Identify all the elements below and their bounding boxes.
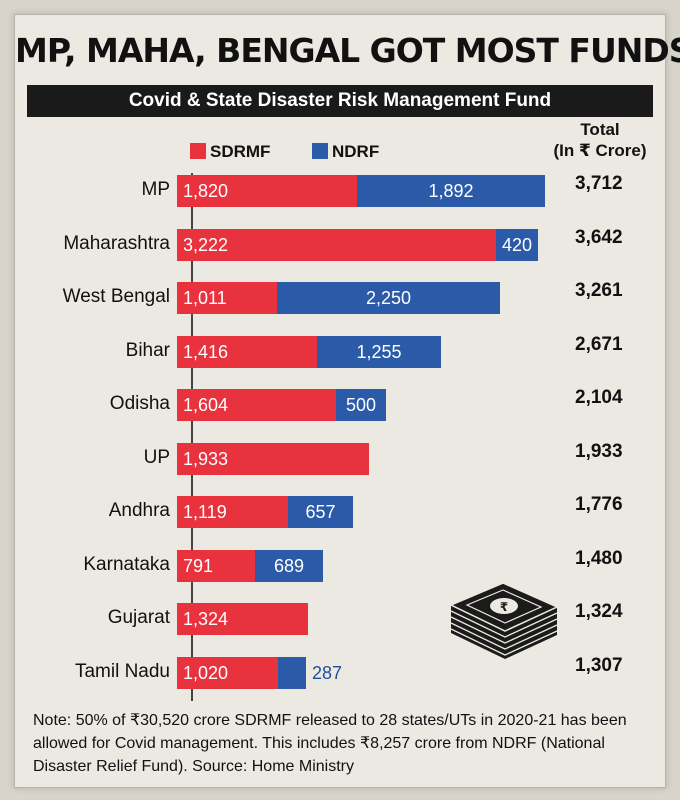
bar-sdrmf: 1,416	[177, 336, 317, 368]
cash-stack-icon: ₹	[449, 582, 559, 659]
bar-label-sdrmf: 1,933	[183, 449, 229, 469]
total-value: 1,776	[575, 494, 623, 515]
bar-label-sdrmf: 1,416	[183, 342, 229, 362]
category-label: Tamil Nadu	[74, 661, 170, 682]
category-label: Gujarat	[107, 607, 170, 628]
bar-label-ndrf: 287	[312, 663, 343, 683]
bar-ndrf: 657	[288, 496, 353, 528]
bar-ndrf: 1,892	[357, 175, 545, 207]
total-value: 3,642	[575, 227, 623, 248]
total-column-header: Total (In ₹ Crore)	[545, 119, 655, 161]
bar-sdrmf: 1,324	[177, 603, 308, 635]
total-value: 3,261	[575, 280, 623, 301]
total-value: 1,480	[575, 548, 623, 569]
bar-ndrf	[278, 657, 306, 689]
category-label: Odisha	[109, 393, 170, 414]
bar-label-sdrmf: 1,119	[183, 502, 227, 522]
total-header-line1: Total	[580, 120, 620, 139]
ndrf-swatch	[312, 143, 328, 159]
bar-label-sdrmf: 1,604	[183, 395, 229, 415]
bar-sdrmf: 1,604	[177, 389, 336, 421]
bar-label-sdrmf: 1,011	[183, 288, 227, 308]
bar-ndrf: 689	[255, 550, 323, 582]
bar-label-ndrf: 500	[345, 395, 377, 415]
category-label: Bihar	[125, 340, 170, 361]
footnote: Note: 50% of ₹30,520 crore SDRMF release…	[33, 712, 627, 775]
bar-ndrf: 2,250	[277, 282, 500, 314]
bar-ndrf: 1,255	[317, 336, 441, 368]
bar-label-ndrf: 657	[305, 502, 336, 522]
bar-label-sdrmf: 1,324	[183, 609, 229, 629]
category-label: Maharashtra	[63, 233, 170, 254]
total-value: 2,671	[575, 334, 623, 355]
bar-label-sdrmf: 791	[183, 556, 214, 576]
bar-sdrmf: 1,011	[177, 282, 277, 314]
legend-item-sdrmf: SDRMF	[190, 141, 270, 163]
bar-label-ndrf: 2,250	[365, 288, 412, 308]
bar-sdrmf: 3,222	[177, 229, 496, 261]
total-value: 2,104	[575, 387, 623, 408]
bar-label-ndrf: 1,892	[428, 181, 474, 201]
bar-sdrmf: 1,020	[177, 657, 278, 689]
category-axis-line	[191, 173, 193, 701]
bar-label-sdrmf: 3,222	[183, 235, 229, 255]
legend-label-sdrmf: SDRMF	[210, 142, 271, 161]
sdrmf-swatch	[190, 143, 206, 159]
bar-ndrf: 500	[336, 389, 386, 421]
category-label: Andhra	[108, 500, 170, 521]
infographic-card: MP, MAHA, BENGAL GOT MOST FUNDS Covid & …	[14, 14, 680, 788]
legend-item-ndrf: NDRF	[312, 141, 379, 163]
bar-ndrf: 420	[496, 229, 538, 261]
total-value: 1,933	[575, 441, 623, 462]
bar-label-ndrf: 1,255	[356, 342, 402, 362]
category-label: Karnataka	[83, 554, 170, 575]
total-header-line2: (In ₹ Crore)	[553, 141, 647, 160]
headline: MP, MAHA, BENGAL GOT MOST FUNDS	[15, 31, 680, 70]
subtitle-bar: Covid & State Disaster Risk Management F…	[27, 85, 653, 117]
bar-label-sdrmf: 1,820	[183, 181, 229, 201]
category-label: West Bengal	[62, 286, 170, 307]
bar-sdrmf: 1,933	[177, 443, 369, 475]
total-value: 1,307	[575, 655, 623, 676]
total-value: 3,712	[575, 173, 623, 194]
bar-label-ndrf: 689	[273, 556, 305, 576]
bar-label-ndrf: 420	[501, 235, 533, 255]
bar-label-sdrmf: 1,020	[183, 663, 229, 683]
bar-sdrmf: 1,820	[177, 175, 357, 207]
svg-text:₹: ₹	[500, 600, 508, 614]
bar-sdrmf: 1,119	[177, 496, 288, 528]
legend-label-ndrf: NDRF	[332, 142, 380, 161]
total-value: 1,324	[575, 601, 623, 622]
category-label: UP	[143, 447, 170, 468]
category-label: MP	[141, 179, 171, 200]
bar-sdrmf: 791	[177, 550, 255, 582]
